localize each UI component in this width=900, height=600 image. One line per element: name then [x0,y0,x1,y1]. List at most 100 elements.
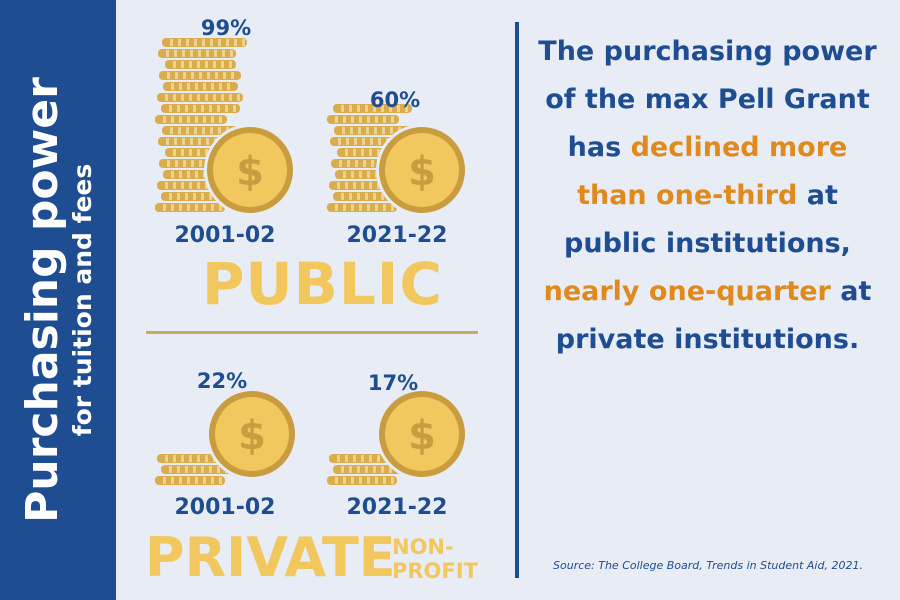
coin-ridge [342,127,345,134]
coin-ridge [341,193,344,200]
coin-ridge [219,477,222,484]
coin-ridge [170,39,173,46]
coin-ridge [174,138,177,145]
coin-ridge [187,171,190,178]
coin-ridge [205,149,208,156]
coin-ridge [163,477,166,484]
coin-ridge [171,83,174,90]
private-2001-year: 2001-02 [174,495,276,520]
coin-ridge [347,160,350,167]
coin-ridge [383,116,386,123]
coin-ridge [365,193,368,200]
coin-ridge [163,204,166,211]
coin-ridge [177,466,180,473]
coin-ridge [373,466,376,473]
coin-ridge [201,466,204,473]
coin-ridge [198,138,201,145]
message-highlight-1: declined more than one-third [577,132,848,211]
coin-ridge [171,477,174,484]
coin-ridge [195,83,198,90]
coin-ridge [191,160,194,167]
coin-ridge [203,477,206,484]
dollar-sign-icon: $ [236,149,264,195]
coin-ridge [359,204,362,211]
coin-ridge [173,149,176,156]
coin-ridge [193,466,196,473]
dollar-sign-icon: $ [408,413,436,459]
private-2001-percent: 22% [196,369,248,393]
coin-ridge [345,149,348,156]
coin-ridge [219,204,222,211]
coin-ridge [187,116,190,123]
coin-ridge [177,193,180,200]
coin-ridge [343,116,346,123]
coin-ridge [361,149,364,156]
coin-ridge [373,193,376,200]
coin-ridge [203,83,206,90]
coin-ridge [349,105,352,112]
coin-ridge [189,61,192,68]
coin-ridge [221,94,224,101]
coin-ridge [335,204,338,211]
coin-ridge [221,61,224,68]
coin-ridge [183,160,186,167]
coin-ridge [357,105,360,112]
coin-ridge [205,182,208,189]
coin-ridge [351,477,354,484]
key-message: The purchasing power of the max Pell Gra… [535,28,880,364]
message-part-2: at public institutions, [564,180,851,259]
coin-ridge [361,182,364,189]
coin-ridge [197,182,200,189]
coin-ridge [369,182,372,189]
coin-ridge [199,160,202,167]
coin-ridge [202,127,205,134]
coin-ridge [358,127,361,134]
public-2021-percent: 60% [369,88,421,112]
coin-ridge [181,61,184,68]
coin-ridge [378,138,381,145]
coin-ridge [339,160,342,167]
coin-ridge [350,127,353,134]
coin-ridge [170,127,173,134]
coin-ridge [187,83,190,90]
coin-ridge [365,105,368,112]
coin-ridge [234,39,237,46]
coin-ridge [357,466,360,473]
coin-ridge [349,193,352,200]
coin-ridge [337,182,340,189]
coin-ridge [345,182,348,189]
coin-ridge [177,105,180,112]
message-part-1: The purchasing power of the max Pell Gra… [538,36,877,163]
coin-ridge [389,466,392,473]
coin-ridge [181,149,184,156]
private-2021-percent: 17% [367,371,419,395]
coin-ridge [217,466,220,473]
coin-ridge [390,127,393,134]
coin-ridge [210,39,213,46]
coin-ridge [187,204,190,211]
coin-ridge [225,105,228,112]
coin-ridge [190,50,193,57]
coin-ridge [377,182,380,189]
coin-ridge [381,193,384,200]
coin-ridge [218,39,221,46]
coin-ridge [163,116,166,123]
coin-ridge [201,105,204,112]
coin-ridge [175,72,178,79]
coin-ridge [185,466,188,473]
coin-ridge [167,72,170,79]
coin-ridge [359,477,362,484]
coin-ridge [187,477,190,484]
coin-ridge [179,171,182,178]
coin-ridge [375,477,378,484]
coin-ridge [349,466,352,473]
coin-ridge [353,455,356,462]
coin-ridge [205,455,208,462]
coin-ridge [167,160,170,167]
coin-ridge [341,105,344,112]
coin-ridge [173,61,176,68]
coin-ridge [169,193,172,200]
coin-stack-bar [163,82,238,91]
coin-ridge [173,94,176,101]
coin-ridge [189,94,192,101]
